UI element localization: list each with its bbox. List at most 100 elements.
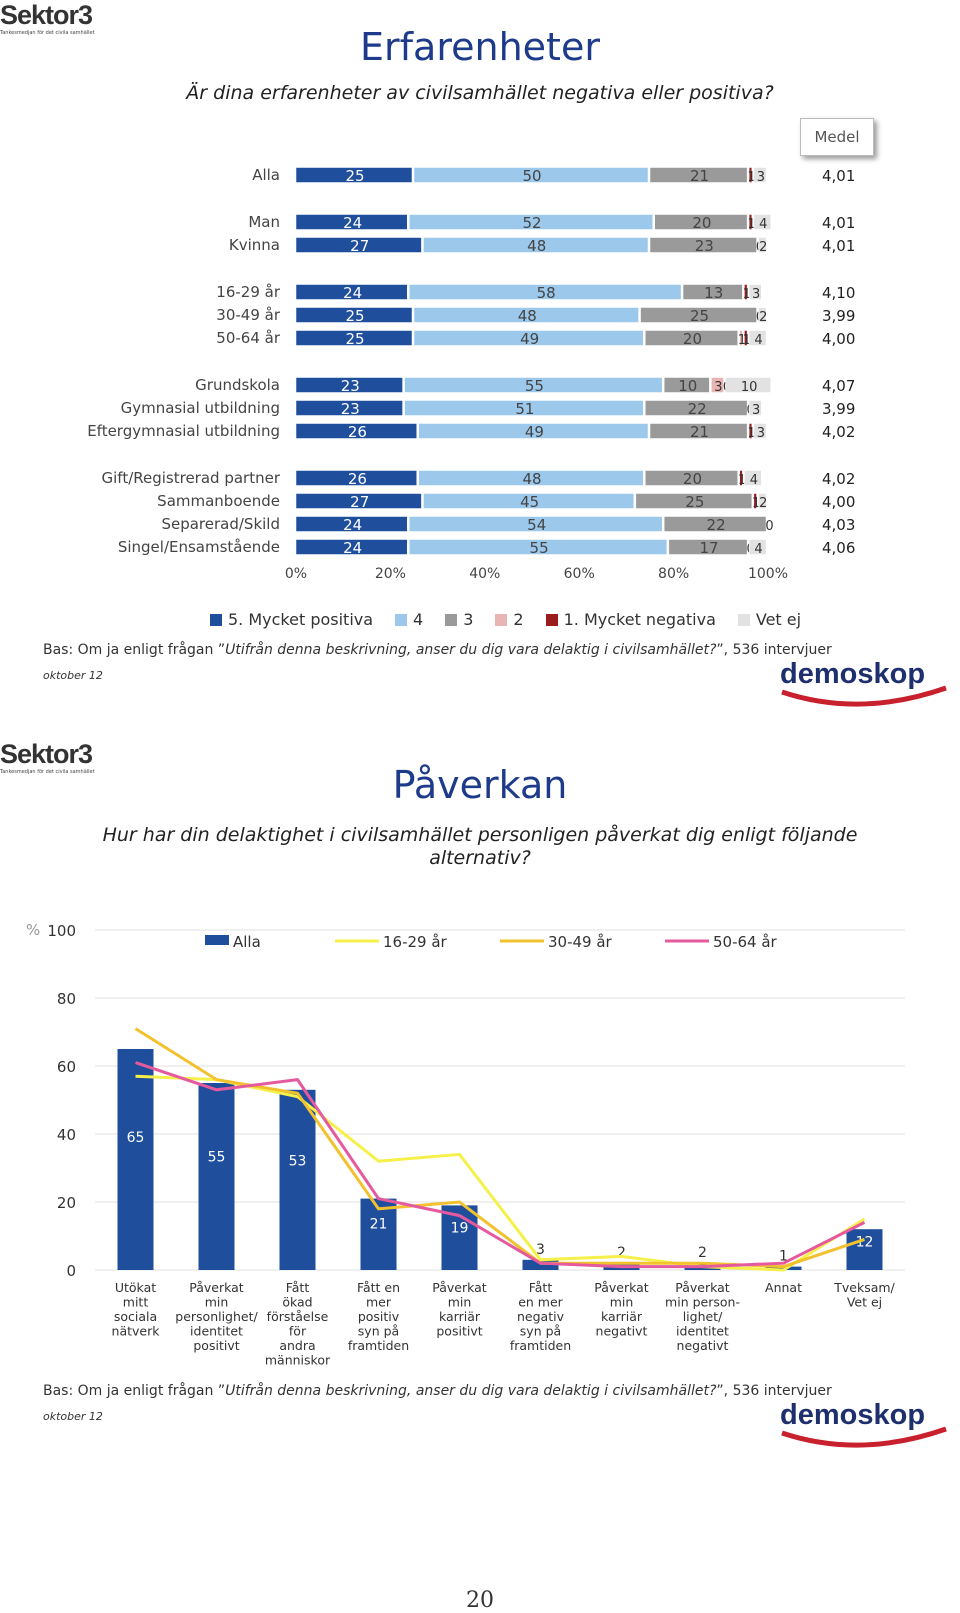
page-title-paverkan: Påverkan xyxy=(392,763,568,807)
category-label: syn på xyxy=(358,1324,399,1339)
category-label: ökad xyxy=(282,1295,312,1310)
stacked-bar-segment xyxy=(413,307,639,323)
stacked-bar-segment xyxy=(753,493,757,509)
y-tick-label: 80 xyxy=(57,990,76,1008)
stacked-bar-segment xyxy=(744,470,762,486)
x-tick-label: 40% xyxy=(469,566,500,582)
category-label: min xyxy=(448,1295,472,1310)
legend-swatch xyxy=(737,613,750,626)
bar-value-label: 24 xyxy=(343,284,362,302)
stacked-bar-segment xyxy=(640,307,757,323)
stacked-bar-segment xyxy=(758,237,767,253)
bar-value-label: 27 xyxy=(350,493,369,511)
bar-value-label: 21 xyxy=(690,167,709,185)
bar-value-label: 24 xyxy=(343,539,362,557)
medel-value: 4,01 xyxy=(822,167,856,185)
category-label: Påverkat xyxy=(675,1280,730,1295)
bar-value-label: 2 xyxy=(759,310,767,325)
y-tick-label: 100 xyxy=(47,922,76,940)
medel-value: 3,99 xyxy=(822,307,856,325)
bas-note-2: Bas: Om ja enligt frågan ”Utifrån denna … xyxy=(43,1383,832,1399)
bar xyxy=(279,1089,316,1270)
bar-value-label: 10 xyxy=(741,380,758,395)
stacked-bar-segment xyxy=(409,284,682,300)
category-label: karriär xyxy=(601,1309,643,1324)
bar-value-label: 22 xyxy=(688,400,707,418)
bar-value-label: 24 xyxy=(343,214,362,232)
stacked-bar-segment xyxy=(423,237,649,253)
bar xyxy=(522,1259,559,1270)
logo-text: Sektor3 xyxy=(0,739,93,769)
medel-value: 4,02 xyxy=(822,470,856,488)
category-label: Fått xyxy=(286,1280,310,1295)
stacked-bar-segment xyxy=(413,167,649,183)
bar-value-label: 65 xyxy=(127,1130,145,1146)
y-tick-label: 40 xyxy=(57,1126,76,1144)
legend-swatch xyxy=(545,613,558,626)
page-number: 20 xyxy=(466,1588,494,1613)
legend-swatch xyxy=(495,613,508,626)
bar-value-label: 19 xyxy=(451,1221,469,1237)
row-label: Kvinna xyxy=(228,236,280,254)
bar-value-label: 3 xyxy=(714,380,722,395)
medel-value: 3,99 xyxy=(822,400,856,418)
bar-value-label: 25 xyxy=(345,307,364,325)
category-label: Annat xyxy=(765,1280,802,1295)
category-label: lighet/ xyxy=(683,1309,723,1324)
stacked-bar-segment xyxy=(409,214,653,230)
category-label: Fått en xyxy=(357,1280,400,1295)
bar-value-label: 26 xyxy=(348,423,367,441)
bar-value-label: 21 xyxy=(690,423,709,441)
y-axis-title: % xyxy=(26,921,40,939)
category-label: min xyxy=(205,1295,229,1310)
bas-note-1: Bas: Om ja enligt frågan ”Utifrån denna … xyxy=(43,642,832,658)
legend-swatch xyxy=(395,613,408,626)
stacked-bar-segment xyxy=(645,400,748,416)
legend-swatch xyxy=(205,935,229,945)
bar-value-label: 24 xyxy=(343,516,362,534)
bar-value-label: 4 xyxy=(754,333,762,348)
bar-value-label: 2 xyxy=(617,1245,626,1261)
x-tick-label: 20% xyxy=(375,566,406,582)
stacked-bar-segment xyxy=(748,167,753,183)
date-2: oktober 12 xyxy=(43,1410,103,1423)
row-label: Gymnasial utbildning xyxy=(120,399,280,417)
stacked-bar-segment xyxy=(663,516,767,532)
bar-value-label: 23 xyxy=(695,237,714,255)
x-tick-label: 0% xyxy=(285,566,307,582)
stacked-bar-segment xyxy=(404,377,663,393)
category-label: positivt xyxy=(436,1324,482,1339)
medel-value: 4,10 xyxy=(822,284,856,302)
legend-item: 1. Mycket negativa xyxy=(545,610,716,629)
bar xyxy=(360,1198,397,1270)
category-label: människor xyxy=(265,1353,331,1368)
legend-label: 3 xyxy=(463,610,474,629)
category-label: mer xyxy=(366,1295,392,1310)
category-label: karriär xyxy=(439,1309,481,1324)
stacked-bar-segment xyxy=(649,237,757,253)
page-title-erfarenheter: Erfarenheter xyxy=(360,25,600,69)
stacked-bar-segment xyxy=(744,330,748,346)
bar-value-label: 25 xyxy=(345,330,364,348)
stacked-bar-segment xyxy=(295,493,422,509)
bar-value-label: 45 xyxy=(520,493,539,511)
bar-value-label: 1 xyxy=(743,287,751,302)
stacked-bar-segment xyxy=(423,493,635,509)
category-label: Fått xyxy=(529,1280,553,1295)
stacked-bar-segment xyxy=(295,167,413,183)
stacked-bar-segment xyxy=(418,470,644,486)
category-label: sociala xyxy=(114,1309,157,1324)
stacked-bar-segment xyxy=(753,167,767,183)
category-label: nätverk xyxy=(112,1324,161,1339)
demoskop-swoosh-icon xyxy=(781,1426,947,1448)
bar-value-label: 25 xyxy=(685,493,704,511)
bar-value-label: 10 xyxy=(678,377,697,395)
bar-value-label: 1 xyxy=(779,1249,788,1265)
legend-label: 30-49 år xyxy=(548,933,613,951)
legend-swatch xyxy=(445,613,458,626)
category-label: andra xyxy=(279,1338,315,1353)
stacked-bar-segment xyxy=(418,423,649,439)
bas-suffix: ”, 536 intervjuer xyxy=(716,1383,832,1399)
category-label: negativt xyxy=(677,1338,729,1353)
stacked-bar-segment xyxy=(663,377,710,393)
